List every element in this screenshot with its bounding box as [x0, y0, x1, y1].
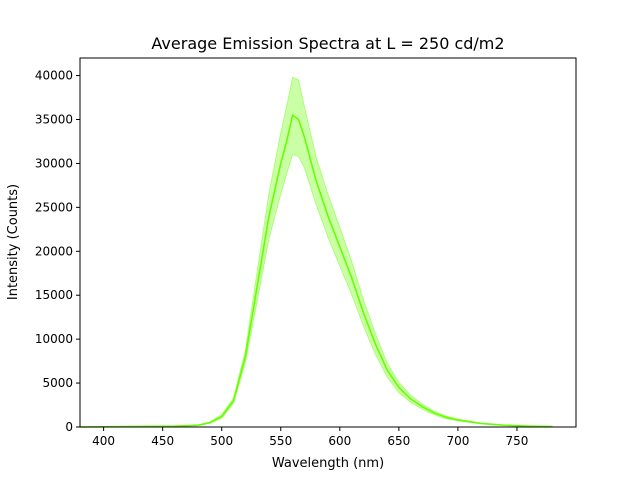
y-tick-label: 5000 [42, 376, 73, 390]
x-axis-ticks: 400 450 500 550 600 650 700 750 [92, 427, 528, 448]
y-tick-label: 40000 [35, 69, 73, 83]
x-tick-label: 600 [328, 434, 351, 448]
x-tick-label: 650 [387, 434, 410, 448]
x-tick-label: 750 [505, 434, 528, 448]
x-tick-label: 450 [151, 434, 174, 448]
x-axis-label: Wavelength (nm) [272, 456, 384, 471]
x-tick-label: 500 [210, 434, 233, 448]
y-tick-label: 10000 [35, 332, 73, 346]
y-tick-label: 0 [65, 420, 73, 434]
mean-spectrum-line [79, 113, 553, 428]
x-tick-label: 700 [446, 434, 469, 448]
y-tick-label: 35000 [35, 113, 73, 127]
x-tick-label: 400 [92, 434, 115, 448]
y-tick-label: 30000 [35, 156, 73, 170]
y-axis-label: Intensity (Counts) [6, 184, 21, 300]
plot-frame [79, 57, 577, 428]
x-tick-label: 550 [269, 434, 292, 448]
y-axis-ticks: 0 5000 10000 15000 20000 25000 30000 35000 40000 [35, 69, 80, 434]
chart-title: Average Emission Spectra at L = 250 cd/m… [151, 34, 504, 53]
y-tick-label: 15000 [35, 288, 73, 302]
y-tick-label: 20000 [35, 244, 73, 258]
y-tick-label: 25000 [35, 200, 73, 214]
